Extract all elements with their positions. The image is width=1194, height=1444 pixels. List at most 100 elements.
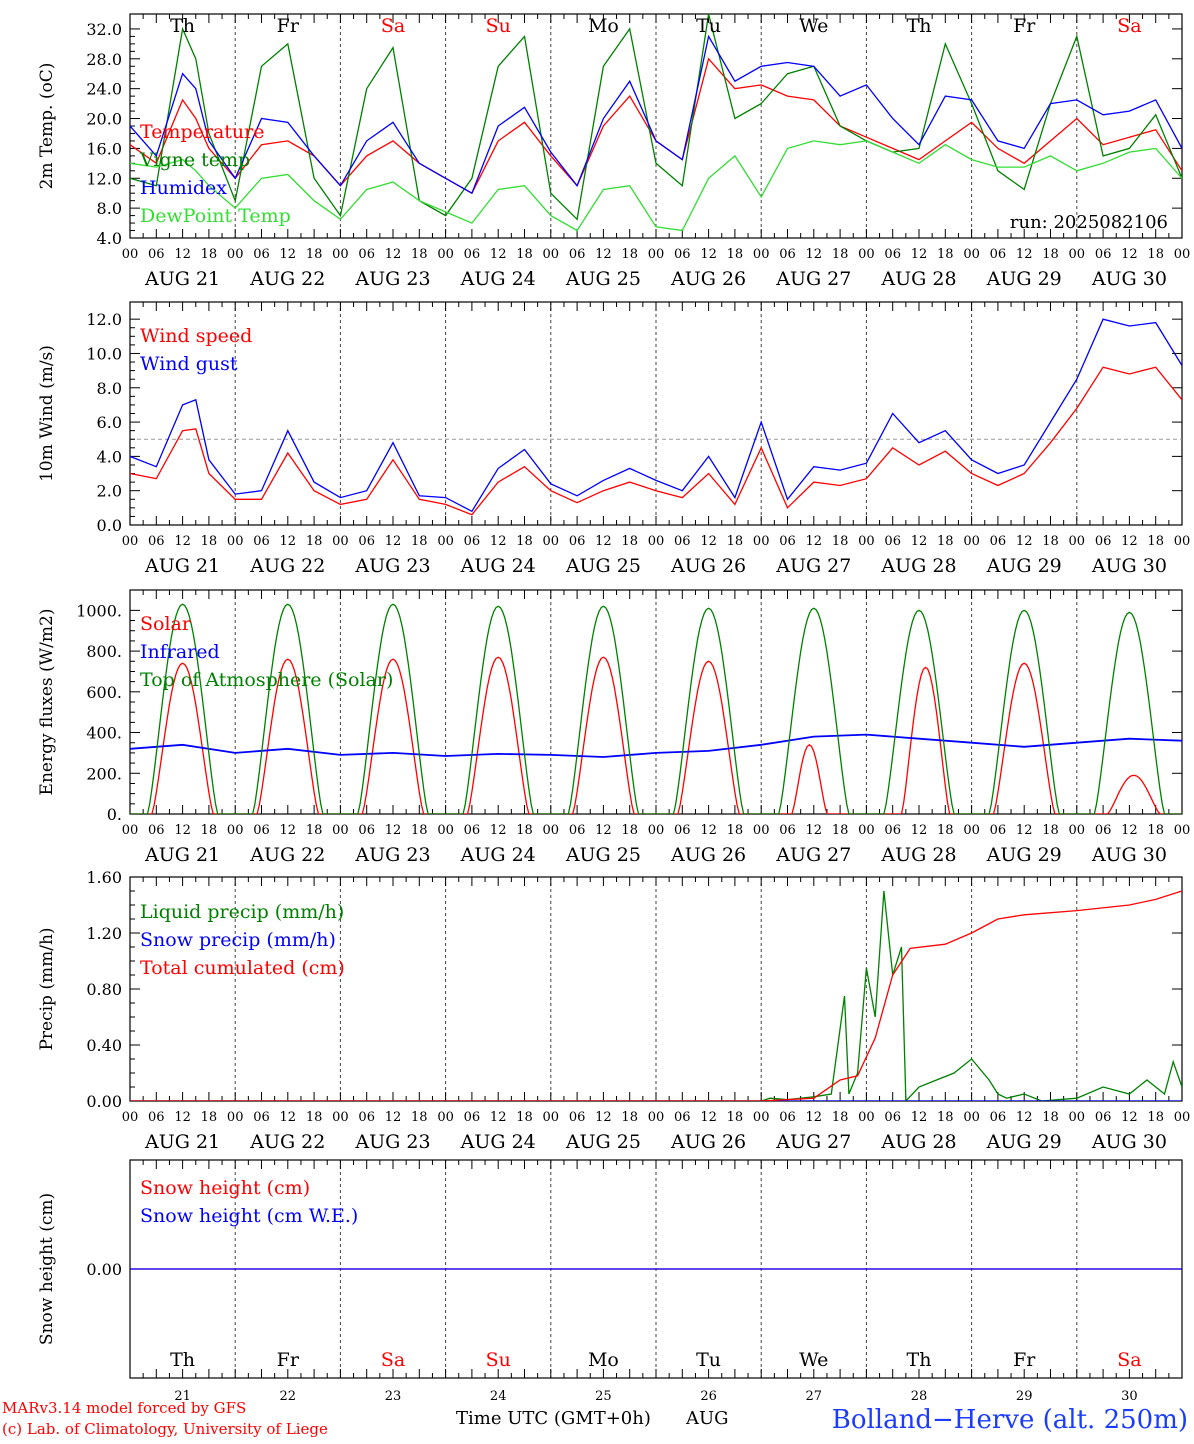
hour-tick-label: 18 [201,534,218,549]
date-label: AUG 24 [460,1131,536,1153]
legend-entry: Infrared [140,641,220,663]
hour-tick-label: 18 [727,823,744,838]
hour-tick-label: 18 [1042,247,1059,262]
hour-tick-label: 12 [490,823,507,838]
y-tick-label: 1.20 [86,924,122,943]
series-line-temp-0 [130,57,1182,195]
day-number-label: 24 [490,1389,507,1404]
hour-tick-label: 12 [280,823,297,838]
hour-tick-label: 00 [858,1110,875,1125]
date-label: AUG 27 [775,268,851,290]
hour-tick-label: 18 [727,247,744,262]
hour-tick-label: 12 [911,247,928,262]
y-axis-label: Precip (mm/h) [37,927,57,1050]
date-label: AUG 26 [670,1131,746,1153]
hour-tick-label: 06 [464,823,481,838]
hour-tick-label: 18 [1042,534,1059,549]
hour-tick-label: 12 [806,534,823,549]
hour-tick-label: 00 [227,534,244,549]
weekday-label: Th [907,1349,932,1371]
y-tick-label: 10.0 [86,344,122,363]
date-label: AUG 21 [144,268,220,290]
date-label: AUG 28 [880,555,956,577]
hour-tick-label: 00 [543,823,560,838]
date-label: AUG 28 [880,1131,956,1153]
panel-temp: 4.0 8.0 12.0 16.0 20.0 24.0 28.0 32.0 2m Temp. (… [37,13,1190,290]
hour-tick-label: 18 [832,534,849,549]
hour-tick-label: 06 [569,823,586,838]
hour-tick-label: 00 [1174,823,1191,838]
hour-tick-label: 06 [253,823,270,838]
legend-entry: Humidex [140,177,227,199]
date-label: AUG 21 [144,1131,220,1153]
hour-tick-label: 06 [674,247,691,262]
date-label: AUG 25 [565,1131,641,1153]
hour-tick-label: 18 [411,1110,428,1125]
y-axis-label: 2m Temp. (oC) [37,63,57,190]
hour-tick-label: 12 [700,247,717,262]
hour-tick-label: 00 [543,1110,560,1125]
hour-tick-label: 18 [306,823,323,838]
day-number-label: 30 [1121,1389,1138,1404]
weekday-label: Fr [277,15,300,37]
hour-tick-label: 18 [727,1110,744,1125]
hour-tick-label: 00 [753,247,770,262]
panel-precip: 0.00 0.40 0.80 1.20 1.60 Precip (mm/h) Liquid … [37,868,1190,1153]
hour-tick-label: 18 [1042,823,1059,838]
hour-tick-label: 12 [1016,1110,1033,1125]
hour-tick-label: 12 [1121,247,1138,262]
hour-tick-label: 06 [569,1110,586,1125]
y-tick-label: 0.80 [86,980,122,999]
hour-tick-label: 00 [1069,823,1086,838]
hour-tick-label: 18 [832,823,849,838]
weekday-label: Th [907,15,932,37]
hour-tick-label: 18 [1147,1110,1164,1125]
y-tick-label: 4.0 [97,447,122,466]
panel-snow: 0.00 Snow height (cm) Snow height (cm) Snow… [37,1159,1183,1404]
weekday-label: Mo [588,1349,619,1371]
hour-tick-label: 06 [358,1110,375,1125]
weekday-label: Sa [1117,1349,1141,1371]
series-line-wind-1 [130,318,1182,513]
date-label: AUG 24 [460,555,536,577]
y-tick-label: 2.0 [97,482,122,501]
y-tick-label: 16.0 [86,139,122,158]
hour-tick-label: 18 [727,534,744,549]
hour-tick-label: 00 [858,823,875,838]
hour-tick-label: 00 [963,823,980,838]
hour-tick-label: 06 [148,823,165,838]
hour-tick-label: 12 [174,534,191,549]
y-tick-label: 12.0 [86,310,122,329]
hour-tick-label: 18 [201,247,218,262]
legend-entry: Snow height (cm W.E.) [140,1205,358,1227]
hour-tick-label: 12 [911,823,928,838]
hour-tick-label: 00 [227,823,244,838]
hour-tick-label: 06 [253,534,270,549]
hour-tick-label: 18 [937,534,954,549]
y-tick-label: 28.0 [86,50,122,69]
hour-tick-label: 18 [201,1110,218,1125]
hour-tick-label: 06 [884,823,901,838]
hour-tick-label: 06 [358,247,375,262]
hour-tick-label: 12 [174,823,191,838]
y-tick-label: 1.60 [86,868,122,887]
series-line-temp-2 [130,34,1182,195]
hour-tick-label: 12 [385,1110,402,1125]
hour-tick-label: 00 [858,247,875,262]
hour-tick-label: 06 [148,534,165,549]
xaxis-title: Time UTC (GMT+0h) [456,1408,651,1429]
date-label: AUG 29 [986,1131,1062,1153]
y-tick-label: 200. [86,764,122,783]
hour-tick-label: 12 [595,1110,612,1125]
hour-tick-label: 12 [1016,247,1033,262]
weekday-label: Fr [1013,1349,1036,1371]
date-label: AUG 28 [880,844,956,866]
hour-tick-label: 12 [806,1110,823,1125]
legend-entry: Vigne temp [139,149,250,171]
day-number-label: 29 [1016,1389,1033,1404]
hour-tick-label: 12 [1121,534,1138,549]
hour-tick-label: 18 [411,534,428,549]
hour-tick-label: 12 [280,1110,297,1125]
series-group [130,890,1182,1101]
hour-tick-label: 12 [595,534,612,549]
